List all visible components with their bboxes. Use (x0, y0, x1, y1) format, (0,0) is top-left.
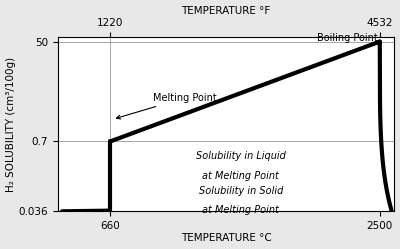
Y-axis label: H₂ SOLUBILITY (cm³/100g): H₂ SOLUBILITY (cm³/100g) (6, 57, 16, 192)
Text: Melting Point: Melting Point (116, 93, 217, 119)
Text: at Melting Point: at Melting Point (202, 171, 279, 181)
Text: at Melting Point: at Melting Point (202, 205, 279, 215)
X-axis label: TEMPERATURE °F: TEMPERATURE °F (182, 5, 271, 15)
X-axis label: TEMPERATURE °C: TEMPERATURE °C (181, 234, 272, 244)
Text: Solubility in Liquid: Solubility in Liquid (196, 151, 286, 161)
Text: Solubility in Solid: Solubility in Solid (198, 186, 283, 196)
Text: Boiling Point: Boiling Point (317, 33, 382, 45)
